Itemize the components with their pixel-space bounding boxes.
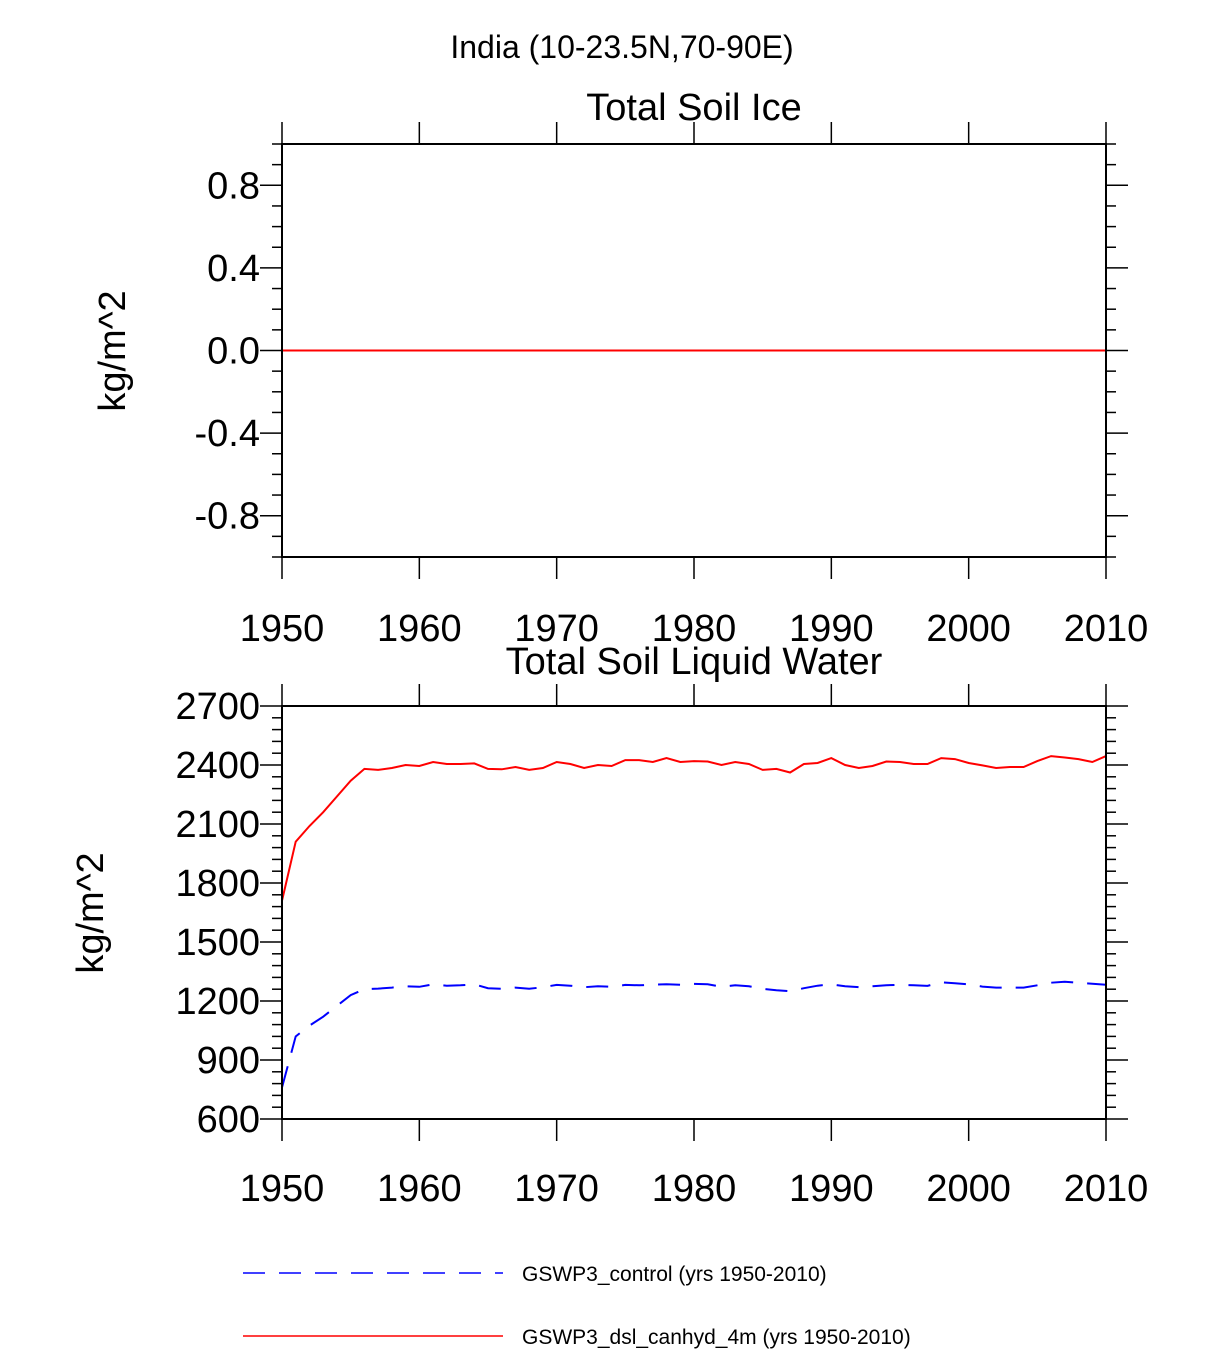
x-tick-label: 1950 <box>240 1168 325 1210</box>
panel-title-soil-liquid-water: Total Soil Liquid Water <box>506 641 883 683</box>
y-tick-label: 2100 <box>175 804 260 846</box>
figure-title: India (10-23.5N,70-90E) <box>450 29 793 65</box>
y-tick-label: 2700 <box>175 686 260 728</box>
x-tick-label: 1980 <box>652 1168 737 1210</box>
y-tick-label: 1200 <box>175 981 260 1023</box>
x-tick-label: 2010 <box>1064 608 1149 650</box>
axis-ticks <box>260 122 1128 579</box>
x-tick-label: 1980 <box>652 608 737 650</box>
y-axis-label-soil-ice: kg/m^2 <box>92 290 134 411</box>
x-tick-label: 2000 <box>926 1168 1011 1210</box>
series-line-control <box>281 980 1107 1088</box>
y-tick-label: 1800 <box>175 863 260 905</box>
x-tick-label: 1990 <box>789 1168 874 1210</box>
x-tick-label: 1990 <box>789 608 874 650</box>
y-tick-label: 1500 <box>175 922 260 964</box>
x-tick-label: 2000 <box>926 608 1011 650</box>
tick-labels: 600 900 1200 1500 1800 2100 2400 2700 1950 1960 19… <box>175 686 1148 1210</box>
plot-frame-soil-ice <box>281 143 1107 558</box>
x-tick-label: 1970 <box>514 1168 599 1210</box>
data-lines <box>281 755 1107 1088</box>
x-tick-label: 2010 <box>1064 1168 1149 1210</box>
y-tick-label: 900 <box>197 1040 260 1082</box>
y-tick-label: 2400 <box>175 745 260 787</box>
axis-ticks <box>260 684 1128 1141</box>
y-tick-label: 0.4 <box>207 248 260 290</box>
x-tick-label: 1960 <box>377 1168 462 1210</box>
panel-total-soil-ice: Total Soil Ice kg/m^2 -0.8-0.40.00.40.81… <box>92 87 1148 650</box>
y-tick-label: 0.8 <box>207 165 260 207</box>
y-tick-label: -0.8 <box>195 496 260 538</box>
x-tick-label: 1950 <box>240 608 325 650</box>
y-tick-label: -0.4 <box>195 413 260 455</box>
legend-label-control: GSWP3_control (yrs 1950-2010) <box>522 1263 827 1286</box>
x-tick-label: 1970 <box>514 608 599 650</box>
series-line-dsl-canhyd <box>281 755 1107 901</box>
legend-label-dsl-canhyd: GSWP3_dsl_canhyd_4m (yrs 1950-2010) <box>522 1326 911 1349</box>
y-axis-label-soil-liquid-water: kg/m^2 <box>70 852 112 973</box>
x-tick-label: 1960 <box>377 608 462 650</box>
y-tick-label: 600 <box>197 1099 260 1141</box>
panel-total-soil-liquid-water: Total Soil Liquid Water kg/m^2 600 900 120… <box>70 641 1148 1210</box>
y-tick-label: 0.0 <box>207 331 260 373</box>
tick-labels: -0.8 -0.4 0.0 0.4 0.8 1950 1960 1970 1980 1990 200… <box>195 165 1149 650</box>
plot-frame-soil-liquid-water <box>281 705 1107 1120</box>
legend: GSWP3_control (yrs 1950-2010) GSWP3_dsl_… <box>243 1263 911 1349</box>
